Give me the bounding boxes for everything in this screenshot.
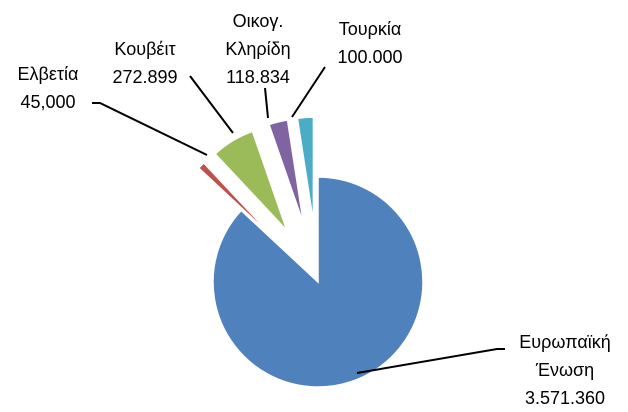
value-label: 118.834 bbox=[226, 67, 290, 87]
leader-line bbox=[356, 348, 505, 374]
value-label: 100.000 bbox=[337, 47, 402, 67]
label-line: Κληρίδη bbox=[225, 39, 290, 59]
slice-label: Ευρωπαϊκή Ένωση bbox=[519, 332, 610, 380]
leader-line bbox=[189, 75, 234, 134]
value-label: 272.899 bbox=[112, 67, 177, 87]
pie-slice bbox=[268, 119, 305, 225]
leader-line bbox=[291, 66, 326, 118]
slice-label: Τουρκία bbox=[339, 19, 402, 39]
pie-slice bbox=[197, 161, 277, 241]
slice-label: Κουβέιτ bbox=[114, 39, 175, 59]
label-line: Κουβέιτ bbox=[114, 39, 175, 59]
label-line: Ελβετία bbox=[18, 64, 79, 84]
label-line: Τουρκία bbox=[339, 19, 402, 39]
pie-slice bbox=[212, 176, 424, 388]
label-line: Οικογ. bbox=[233, 11, 284, 31]
slice-label: Οικογ. Κληρίδη bbox=[225, 11, 290, 59]
label-line: Ευρωπαϊκή bbox=[519, 332, 610, 352]
value-label: 3.571.360 bbox=[525, 388, 605, 408]
label-line: Ένωση bbox=[535, 360, 594, 380]
pie-slice bbox=[296, 116, 315, 223]
leader-line bbox=[264, 87, 269, 119]
pie-slice bbox=[214, 130, 288, 232]
value-label: 45,000 bbox=[20, 92, 75, 112]
slice-label: Ελβετία bbox=[18, 64, 79, 84]
leader-line bbox=[92, 102, 208, 156]
